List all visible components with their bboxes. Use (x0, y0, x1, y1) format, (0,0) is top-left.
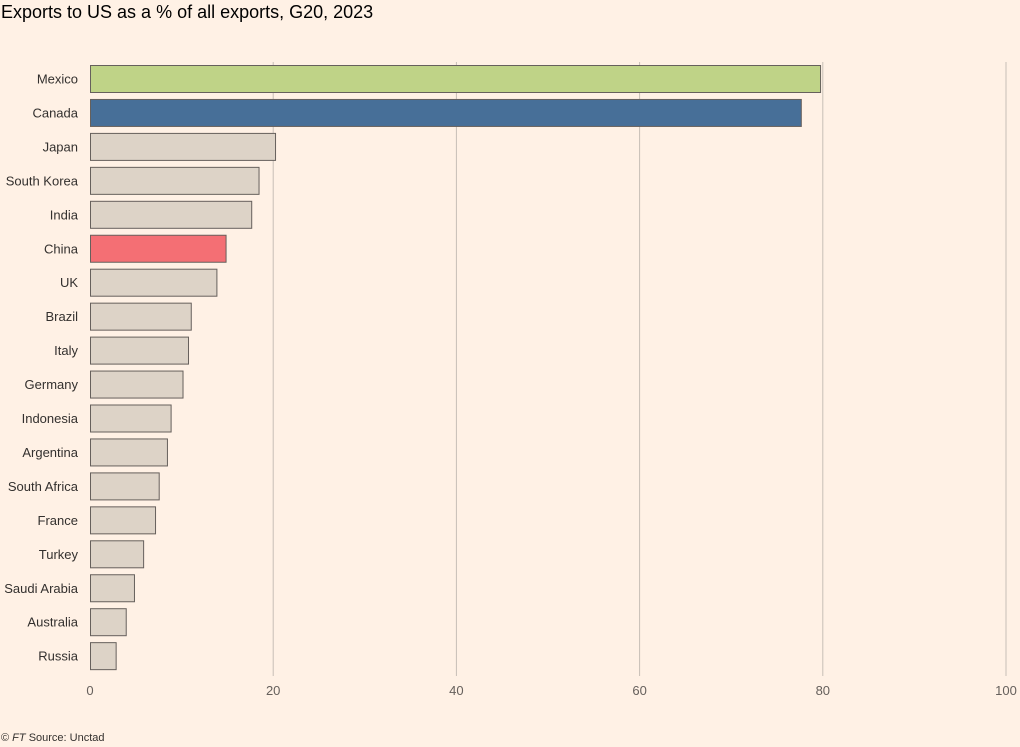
category-label-south-korea: South Korea (6, 173, 79, 188)
category-label-france: France (38, 513, 78, 528)
category-label-brazil: Brazil (45, 309, 78, 324)
x-tick-label-100: 100 (995, 683, 1017, 698)
x-tick-label-80: 80 (816, 683, 830, 698)
category-label-china: China (44, 241, 79, 256)
bar-italy (90, 336, 190, 365)
bar-china (90, 234, 227, 263)
category-label-canada: Canada (32, 105, 78, 120)
x-tick-label-60: 60 (632, 683, 646, 698)
bar-france (90, 506, 157, 535)
category-label-turkey: Turkey (39, 547, 79, 562)
category-label-australia: Australia (27, 615, 78, 630)
gridlines (272, 62, 1007, 676)
category-label-mexico: Mexico (37, 72, 78, 87)
x-tick-label-0: 0 (86, 683, 93, 698)
x-tick-label-40: 40 (449, 683, 463, 698)
ft-brand: FT (12, 732, 26, 744)
bar-japan (90, 132, 277, 161)
bar-australia (90, 608, 127, 637)
category-label-italy: Italy (54, 343, 78, 358)
x-axis-ticks: 0 20 40 60 80 100 (86, 683, 1016, 698)
bar-canada (90, 98, 802, 127)
bar-mexico (90, 65, 822, 93)
copyright-symbol: © (1, 732, 10, 744)
bar-uk (90, 268, 218, 297)
bar-south-korea (90, 166, 260, 195)
footer-source: © FT Source: Unctad (1, 732, 105, 744)
bar-germany (90, 370, 184, 399)
category-label-argentina: Argentina (22, 445, 78, 460)
category-label-uk: UK (60, 275, 78, 290)
bar-argentina (90, 438, 168, 467)
x-tick-label-20: 20 (266, 683, 280, 698)
bar-india (90, 200, 253, 229)
bar-indonesia (90, 404, 172, 433)
chart-title: Exports to US as a % of all exports, G20… (1, 2, 374, 22)
bar-saudi-arabia (90, 574, 135, 603)
bar-russia (90, 642, 117, 671)
category-label-germany: Germany (25, 377, 79, 392)
bar-turkey (90, 540, 145, 569)
source-text: Source: Unctad (28, 732, 105, 744)
category-label-indonesia: Indonesia (22, 411, 79, 426)
category-label-russia: Russia (38, 649, 79, 664)
category-label-india: India (50, 207, 79, 222)
category-label-japan: Japan (43, 139, 78, 154)
category-label-saudi-arabia: Saudi Arabia (4, 581, 78, 596)
category-labels: Mexico Canada Japan South Korea India China UK… (4, 72, 79, 664)
category-label-south-africa: South Africa (8, 479, 79, 494)
bar-south-africa (90, 472, 160, 501)
bars (90, 65, 822, 671)
bar-brazil (90, 302, 192, 331)
